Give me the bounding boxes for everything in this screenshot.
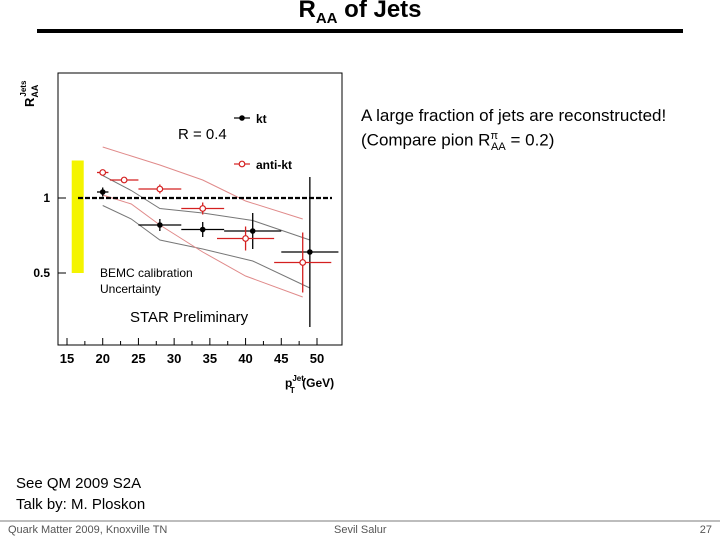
x-tick-label-50: 50 [310,351,324,366]
kt-point-2 [199,226,206,233]
x-axis-title: pJet T (GeV) [285,374,334,395]
raa-chart: 15 20 25 30 35 40 45 500.51 kt anti-kt RAAJets … [19,72,343,395]
bemc-uncertainty-label: BEMC calibration Uncertainty [100,265,193,297]
antikt-point-2 [156,185,164,193]
plot-frame [57,72,343,346]
bemc-label-line-2: Uncertainty [100,282,161,296]
bemc-label-line-1: BEMC calibration [100,266,193,280]
envelope-kt-lower [102,205,311,289]
x-tick-label-30: 30 [167,351,181,366]
x-tick-label-35: 35 [203,351,217,366]
x-tick-label-20: 20 [95,351,109,366]
antikt-point-4 [242,235,249,242]
reference-line-1: See QM 2009 S2A [16,475,142,492]
envelope-anti-kt-upper [102,146,303,220]
calibration-band [71,160,84,273]
slide-title: RAA of Jets [298,0,422,27]
antikt-point-1 [120,176,128,184]
y-axis-title-main: R [22,97,37,107]
y-tick-label-1: 1 [43,191,50,205]
footer-conference: Quark Matter 2009, Knoxville TN [8,524,168,536]
x-tick-label-15: 15 [60,351,74,366]
kt-point-0 [99,189,106,195]
kt-point-1 [157,222,163,228]
x-tick-label-45: 45 [274,351,288,366]
x-tick-label-40: 40 [238,351,252,366]
y-tick-label-0.5: 0.5 [33,266,50,280]
star-preliminary-label: STAR Preliminary [130,309,249,326]
annotation-line-1: A large fraction of jets are reconstruct… [361,106,667,125]
footer-divider [0,520,720,522]
kt-point-3 [249,228,256,234]
title-underline [37,29,683,33]
y-axis-title-sup: Jets [19,80,28,97]
jet-radius-label: R = 0.4 [178,126,227,143]
footer-page-number: 27 [699,524,712,536]
legend-antikt-marker [238,160,246,168]
kt-point-4 [307,249,313,255]
x-axis-title-sub: T [290,386,295,395]
antikt-point-0 [99,169,107,176]
x-axis-title-main: p [285,376,292,390]
reference-note: See QM 2009 S2A Talk by: M. Ploskon [16,473,145,515]
legend-kt-label: kt [256,112,267,126]
annotation-line-2: (Compare pion RπAA = 0.2) [361,130,555,154]
antikt-point-3 [199,205,207,212]
reference-line-2: Talk by: M. Ploskon [16,496,146,513]
legend-antikt-label: anti-kt [256,158,292,172]
footer-author: Sevil Salur [334,524,387,536]
svg-text:RAAJets: RAAJets [19,80,40,107]
y-axis-title: RAAJets [19,80,40,107]
x-axis-title-unit: (GeV) [299,376,334,390]
annotation-box: A large fraction of jets are reconstruct… [343,100,703,156]
envelope-anti-kt-lower [102,194,303,298]
y-axis-title-sub: AA [30,84,40,97]
x-axis-title-sup: Jet [292,374,304,383]
legend-kt-marker [239,115,245,121]
x-tick-label-25: 25 [131,351,145,366]
antikt-point-5 [299,259,307,266]
envelope-kt-upper [102,175,311,241]
